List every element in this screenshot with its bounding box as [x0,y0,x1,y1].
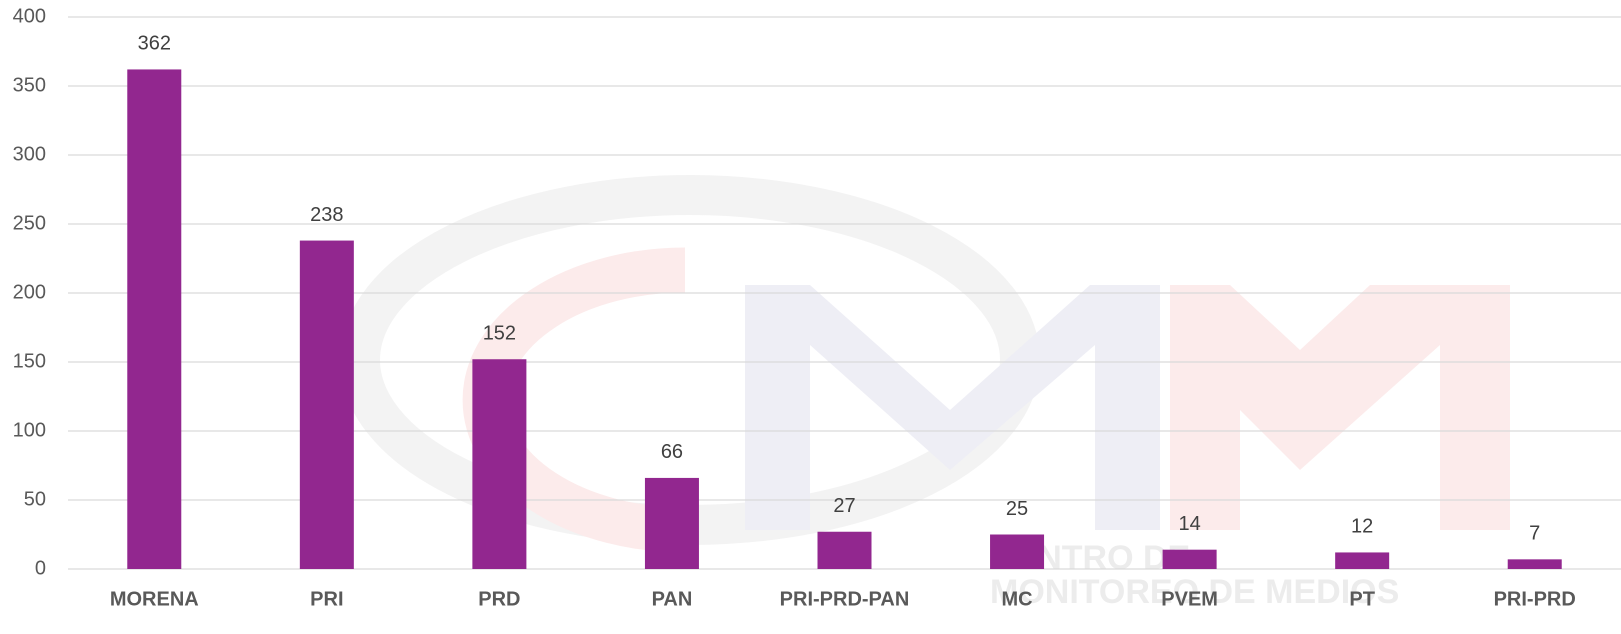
data-label: 25 [1006,498,1028,520]
y-tick-label: 150 [13,350,46,372]
x-tick-label: PAN [652,588,693,610]
data-label: 14 [1178,513,1200,535]
y-tick-label: 250 [13,212,46,234]
x-tick-label: MC [1002,588,1033,610]
y-tick-label: 200 [13,281,46,303]
x-tick-label: PRI-PRD-PAN [780,588,910,610]
bar [644,477,699,569]
bar [299,240,354,569]
data-label: 12 [1351,516,1373,538]
bar [1507,559,1562,569]
y-tick-label: 100 [13,419,46,441]
x-tick-label: MORENA [110,588,199,610]
data-label: 66 [661,441,683,463]
data-label: 7 [1529,523,1540,545]
data-label: 152 [483,323,516,345]
watermark-text: MONITOREO DE MEDIOS [990,573,1399,611]
bar [472,359,527,569]
bar [1162,549,1217,569]
data-label: 27 [833,495,855,517]
bar [817,531,872,569]
data-label: 362 [138,33,171,55]
y-tick-label: 350 [13,74,46,96]
bar [990,534,1045,569]
data-label: 238 [310,204,343,226]
y-tick-label: 300 [13,143,46,165]
x-tick-label: PT [1349,588,1375,610]
bar [127,69,182,569]
y-tick-label: 400 [13,5,46,27]
bar [1335,552,1390,569]
x-tick-label: PVEM [1161,588,1218,610]
x-tick-label: PRD [478,588,520,610]
y-tick-label: 0 [35,557,46,579]
y-tick-label: 50 [24,488,46,510]
x-tick-label: PRI-PRD [1494,588,1576,610]
x-tick-label: PRI [310,588,343,610]
